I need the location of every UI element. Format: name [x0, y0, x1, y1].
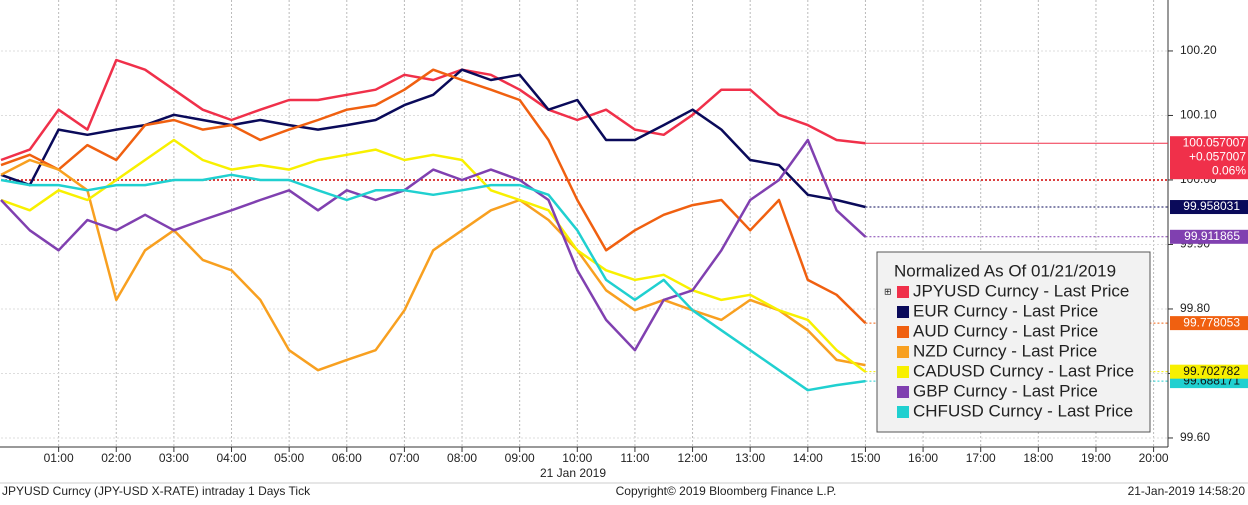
footer-right: 21-Jan-2019 14:58:20 [1128, 484, 1246, 498]
legend-swatch [897, 366, 909, 378]
last-value-label: 99.702782 [1183, 364, 1240, 378]
legend-title: Normalized As Of 01/21/2019 [894, 261, 1116, 280]
y-tick-label: 99.80 [1180, 301, 1210, 315]
legend-swatch [897, 406, 909, 418]
legend: Normalized As Of 01/21/2019 ⊞ JPYUSD Cur… [876, 251, 1151, 433]
footer-center: Copyright© 2019 Bloomberg Finance L.P. [616, 484, 837, 498]
legend-label: CADUSD Curncy - Last Price [913, 361, 1134, 380]
series-line [0, 138, 867, 373]
legend-swatch [897, 386, 909, 398]
y-tick-label: 100.20 [1180, 43, 1217, 57]
legend-label: JPYUSD Curncy - Last Price [913, 281, 1129, 300]
last-value-label: 99.911865 [1184, 229, 1240, 243]
x-tick-label: 15:00 [850, 451, 880, 465]
change-label: +0.057007 [1189, 149, 1246, 163]
last-value-tag [1170, 316, 1248, 331]
legend-swatch [897, 326, 909, 338]
x-tick-label: 03:00 [159, 451, 189, 465]
series-line [0, 138, 867, 352]
x-tick-label: 20:00 [1139, 451, 1169, 465]
legend-icon: ⊞ [884, 286, 892, 296]
x-tick-label: 11:00 [620, 451, 649, 465]
x-tick-label: 19:00 [1081, 451, 1111, 465]
x-tick-label: 02:00 [101, 451, 131, 465]
series-line [0, 158, 866, 372]
legend-swatch [897, 346, 909, 358]
x-tick-label: 17:00 [966, 451, 996, 465]
legend-box [876, 251, 1151, 433]
legend-label: CHFUSD Curncy - Last Price [913, 401, 1133, 420]
legend-label: EUR Curncy - Last Price [913, 301, 1098, 320]
last-value-tag [1170, 200, 1248, 215]
y-tick-label: 99.60 [1180, 430, 1210, 444]
x-tick-label: 07:00 [389, 451, 419, 465]
x-tick-label: 05:00 [274, 451, 304, 465]
last-value-label: 99.958031 [1183, 199, 1240, 213]
x-tick-label: 12:00 [678, 451, 708, 465]
last-value-tag [1170, 229, 1248, 244]
last-value-label: 99.778053 [1183, 315, 1240, 329]
series-line [0, 68, 867, 324]
last-value-tag [1170, 136, 1248, 180]
x-tick-label: 10:00 [562, 451, 592, 465]
x-tick-label: 13:00 [735, 451, 765, 465]
x-tick-label: 09:00 [505, 451, 535, 465]
change-label: 0.06% [1212, 163, 1246, 177]
x-tick-label: 01:00 [44, 451, 74, 465]
axes: 21 Jan 2019 01:00 02:00 03:00 04:00 05:00 06:… [0, 0, 1217, 480]
legend-swatch [897, 286, 909, 298]
series-line [0, 58, 866, 162]
last-value-label: 100.057007 [1183, 135, 1247, 149]
y-tick-label: 100.10 [1180, 108, 1217, 122]
x-tick-label: 14:00 [793, 451, 823, 465]
x-tick-label: 06:00 [332, 451, 362, 465]
series-line [0, 173, 866, 392]
x-tick-label: 04:00 [217, 451, 247, 465]
x-axis-label: 21 Jan 2019 [540, 466, 606, 480]
last-value-tags: 99.68817199.91186599.70278299.77805399.9… [865, 135, 1248, 389]
legend-label: AUD Curncy - Last Price [913, 321, 1098, 340]
footer-left: JPYUSD Curncy (JPY-USD X-RATE) intraday … [2, 484, 311, 498]
x-tick-label: 18:00 [1023, 451, 1053, 465]
last-value-tag [1170, 364, 1248, 379]
legend-label: NZD Curncy - Last Price [913, 341, 1097, 360]
x-tick-label: 08:00 [447, 451, 477, 465]
series-lines [0, 58, 867, 392]
x-tick-label: 16:00 [908, 451, 938, 465]
legend-label: GBP Curncy - Last Price [913, 381, 1098, 400]
legend-swatch [897, 306, 909, 318]
